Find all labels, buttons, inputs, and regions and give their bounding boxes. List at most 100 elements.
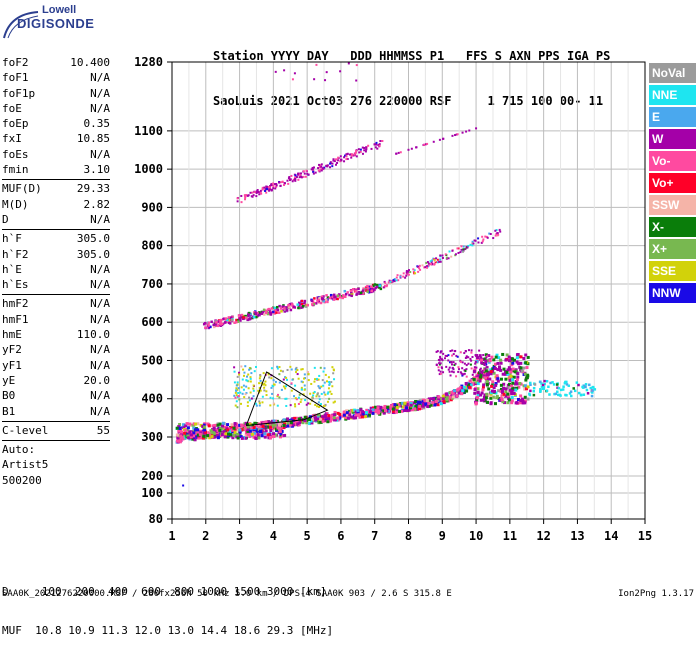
echo-point <box>212 435 216 439</box>
echo-point <box>210 435 214 439</box>
echo-point <box>249 312 252 316</box>
echo-point <box>311 168 314 171</box>
echo-point <box>309 419 313 423</box>
echo-point <box>323 166 326 169</box>
echo-point <box>254 191 257 194</box>
echo-point <box>206 434 210 438</box>
echo-point <box>358 415 362 419</box>
echo-point <box>433 263 436 266</box>
echo-point <box>307 373 310 376</box>
echo-point <box>328 383 331 386</box>
echo-point <box>408 408 412 412</box>
echo-point <box>332 158 335 161</box>
param-value: N/A <box>90 312 110 326</box>
echo-point <box>294 384 297 387</box>
echo-point <box>414 404 418 408</box>
echo-point <box>316 417 320 421</box>
echo-point <box>485 374 488 377</box>
echo-point <box>261 188 264 191</box>
echo-point <box>418 267 421 270</box>
echo-point <box>504 358 508 362</box>
echo-point <box>281 434 285 438</box>
echo-point <box>210 320 213 324</box>
echo-point <box>290 382 293 385</box>
echo-point <box>267 186 270 189</box>
echo-point <box>365 408 369 412</box>
param-label: foE <box>2 101 22 115</box>
echo-point <box>354 410 358 414</box>
echo-point <box>220 428 224 432</box>
echo-point <box>459 389 463 393</box>
echo-point <box>244 393 247 396</box>
echo-point <box>382 409 386 413</box>
x-tick-label: 6 <box>337 529 344 543</box>
param-label: foEp <box>2 117 29 131</box>
echo-point <box>330 417 334 421</box>
echo-point <box>376 147 379 150</box>
echo-point <box>248 396 251 399</box>
echo-point <box>437 369 440 372</box>
echo-point <box>196 433 200 437</box>
echo-point <box>539 380 542 384</box>
echo-point <box>457 370 460 373</box>
echo-point <box>355 149 358 152</box>
echo-point <box>233 431 237 435</box>
echo-point <box>460 245 463 248</box>
echo-point <box>539 389 542 392</box>
echo-point <box>328 381 331 384</box>
echo-point <box>359 291 363 295</box>
echo-point <box>255 424 259 428</box>
echo-point <box>584 383 588 386</box>
echo-point <box>319 301 323 305</box>
echo-point <box>405 271 408 274</box>
echo-point <box>186 434 190 438</box>
echo-point <box>354 416 358 420</box>
echo-point <box>496 232 499 235</box>
legend-x: X- <box>649 217 696 237</box>
echo-point <box>280 388 283 391</box>
echo-point <box>332 293 336 297</box>
echo-point <box>236 388 239 391</box>
echo-point <box>243 194 246 197</box>
echo-point <box>565 383 569 386</box>
echo-point <box>491 380 495 384</box>
echo-point <box>379 287 383 291</box>
echo-point <box>558 393 561 397</box>
echo-point <box>312 394 315 397</box>
echo-point <box>290 368 293 371</box>
echo-point <box>213 423 217 427</box>
echo-point <box>526 397 530 401</box>
echo-point <box>480 241 483 244</box>
echo-point <box>297 172 300 175</box>
echo-point <box>402 405 406 409</box>
echo-point <box>525 366 529 370</box>
echo-point <box>240 313 244 317</box>
echo-point <box>285 385 288 388</box>
echo-point <box>529 389 532 393</box>
echo-point <box>247 313 250 316</box>
echo-point <box>440 350 443 353</box>
echo-point <box>465 368 468 371</box>
x-tick-label: 12 <box>536 529 550 543</box>
header-line2: SaoLuis 2021 Oct03 276 220000 RSF 1 715 … <box>213 94 604 108</box>
echo-point <box>457 251 460 254</box>
echo-point <box>472 377 476 381</box>
legend-e: E <box>649 107 696 127</box>
echo-point <box>434 261 437 264</box>
echo-point <box>484 376 488 380</box>
echo-point <box>487 387 491 391</box>
echo-point <box>259 389 262 392</box>
echo-point <box>348 413 352 417</box>
echo-point <box>559 388 563 392</box>
echo-point <box>522 356 526 360</box>
echo-point <box>336 159 339 162</box>
echo-point <box>345 411 349 415</box>
echo-point <box>472 242 475 245</box>
param-row-he: h`E N/A <box>2 262 110 277</box>
echo-point <box>237 387 240 390</box>
echo-point <box>525 387 529 391</box>
echo-point <box>191 437 195 441</box>
echo-point <box>307 379 310 382</box>
echo-point <box>459 360 462 363</box>
echo-point <box>235 425 239 429</box>
